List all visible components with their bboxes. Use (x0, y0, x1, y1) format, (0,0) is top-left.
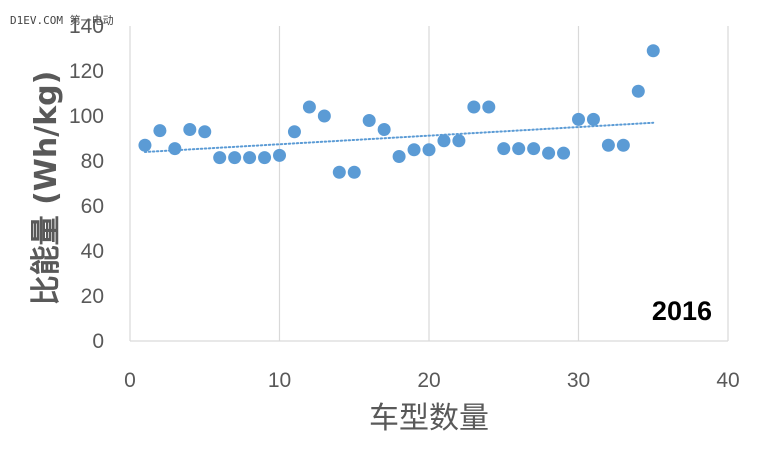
watermark: D1EV.COM 第一电动 (10, 14, 114, 27)
data-point (392, 150, 406, 163)
data-point (258, 151, 272, 165)
data-point (527, 142, 541, 156)
data-point (572, 112, 585, 126)
grid-lines (129, 26, 729, 342)
data-point (542, 146, 556, 160)
data-point (497, 142, 511, 156)
data-point (213, 151, 227, 165)
data-points (138, 44, 660, 179)
data-point (601, 138, 615, 152)
data-point (512, 142, 526, 156)
y-axis-title: 比能量 (Wh/kg) (29, 71, 64, 306)
data-point (332, 165, 346, 179)
data-point (467, 100, 481, 114)
data-point (452, 134, 466, 148)
data-point (153, 124, 167, 138)
data-point (557, 146, 571, 160)
data-point (437, 134, 451, 148)
trendline-group (143, 121, 655, 153)
x-axis-title: 车型数量 (369, 401, 489, 436)
y-tick-label: 0 (92, 330, 104, 353)
data-point (183, 123, 197, 136)
y-tick-label: 40 (81, 240, 104, 263)
data-point (228, 151, 242, 165)
data-point (168, 142, 182, 156)
x-tick-label: 0 (124, 369, 136, 392)
data-point (616, 138, 630, 152)
x-tick-label: 10 (268, 369, 291, 392)
y-tick-label: 20 (81, 285, 104, 308)
data-point (287, 125, 301, 139)
data-point (317, 109, 331, 123)
data-point (347, 165, 361, 179)
data-point (302, 100, 316, 114)
data-point (377, 123, 391, 136)
y-tick-label: 60 (81, 195, 104, 218)
y-tick-label: 120 (69, 60, 104, 83)
data-point (243, 151, 257, 165)
data-point (646, 44, 660, 58)
y-tick-labels: 0 20 40 60 80 100 120 140 (69, 15, 104, 353)
data-point (422, 143, 436, 157)
data-point (407, 143, 421, 157)
data-point (586, 112, 600, 126)
x-tick-labels: 0 10 20 30 40 (124, 369, 740, 392)
x-tick-label: 30 (567, 369, 590, 392)
y-tick-label: 100 (69, 105, 104, 128)
data-point (482, 100, 496, 114)
x-tick-label: 20 (417, 369, 440, 392)
x-tick-label: 40 (716, 369, 739, 392)
y-tick-label: 140 (69, 15, 104, 38)
year-label: 2016 (652, 296, 712, 326)
data-point (362, 114, 376, 127)
y-tick-label: 80 (81, 150, 104, 173)
data-point (138, 138, 152, 152)
data-point (631, 84, 645, 98)
trendline (143, 121, 655, 153)
data-point (273, 148, 286, 162)
data-point (198, 125, 212, 139)
